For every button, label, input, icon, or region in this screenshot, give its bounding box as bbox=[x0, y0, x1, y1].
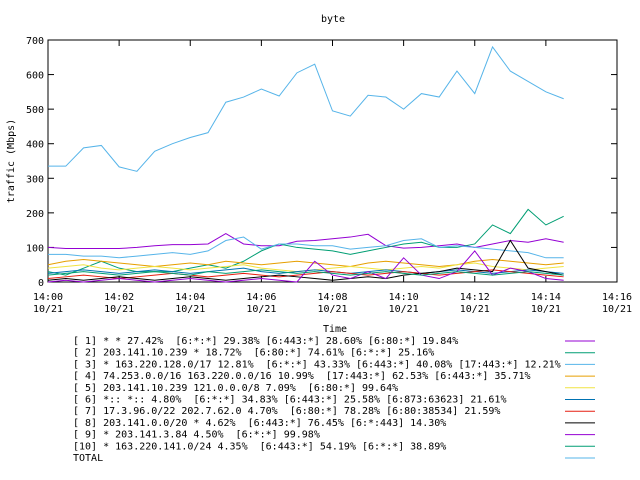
y-tick-label: 600 bbox=[26, 71, 44, 82]
x-tick-label: 14:14 10/21 bbox=[531, 292, 561, 315]
series-line bbox=[47, 250, 564, 283]
legend-label: [ 6] *:: *:: 4.80% [6:*:*] 34.83% [6:443… bbox=[73, 395, 506, 406]
legend-label: [ 4] 74.253.0.0/16 163.220.0.0/16 10.99%… bbox=[73, 371, 531, 382]
y-tick-label: 700 bbox=[26, 36, 44, 47]
y-axis-label: traffic (Mbps) bbox=[6, 119, 17, 203]
x-axis-label: Time bbox=[323, 324, 347, 335]
legend-label: [ 1] * * 27.42% [6:*:*] 29.38% [6:443:*]… bbox=[73, 336, 458, 347]
series-line bbox=[48, 236, 564, 259]
series-line bbox=[47, 269, 564, 280]
x-tick-label: 14:00 10/21 bbox=[33, 292, 63, 315]
y-tick-label: 400 bbox=[26, 140, 44, 151]
y-tick-label: 0 bbox=[38, 278, 44, 289]
y-tick-label: 200 bbox=[26, 209, 44, 220]
x-tick-label: 14:16 10/21 bbox=[602, 292, 632, 315]
series-line bbox=[47, 239, 564, 281]
legend-label: [ 8] 203.141.0.0/20 * 4.62% [6:443:*] 76… bbox=[73, 418, 446, 429]
series-line bbox=[47, 269, 564, 276]
legend-label: TOTAL bbox=[73, 453, 103, 464]
x-tick-label: 14:12 10/21 bbox=[460, 292, 490, 315]
legend-label: [ 5] 203.141.10.239 121.0.0.0/8 7.09% [6… bbox=[73, 383, 398, 394]
legend-label: [ 9] * 203.141.3.84 4.50% [6:*:*] 99.98% bbox=[73, 430, 320, 441]
x-tick-label: 14:10 10/21 bbox=[389, 292, 419, 315]
legend-label: [10] * 163.220.141.0/24 4.35% [6:443:*] … bbox=[73, 441, 446, 452]
series-line bbox=[47, 208, 564, 276]
series-line bbox=[47, 267, 564, 274]
legend-label: [ 3] * 163.220.128.0/17 12.81% [6:*:*] 4… bbox=[73, 359, 561, 370]
y-tick-label: 300 bbox=[26, 174, 44, 185]
series-line bbox=[47, 259, 564, 267]
series-line bbox=[48, 45, 564, 172]
x-tick-label: 14:08 10/21 bbox=[317, 292, 347, 315]
x-tick-label: 14:04 10/21 bbox=[175, 292, 205, 315]
y-tick-label: 100 bbox=[26, 243, 44, 254]
x-tick-label: 14:02 10/21 bbox=[104, 292, 134, 315]
chart-title: byte bbox=[321, 14, 345, 25]
legend-label: [ 7] 17.3.96.0/22 202.7.62.0 4.70% [6:80… bbox=[73, 406, 500, 417]
x-tick-label: 14:06 10/21 bbox=[246, 292, 276, 315]
legend-label: [ 2] 203.141.10.239 * 18.72% [6:80:*] 74… bbox=[73, 348, 434, 359]
y-tick-label: 500 bbox=[26, 105, 44, 116]
series-line bbox=[47, 233, 564, 249]
